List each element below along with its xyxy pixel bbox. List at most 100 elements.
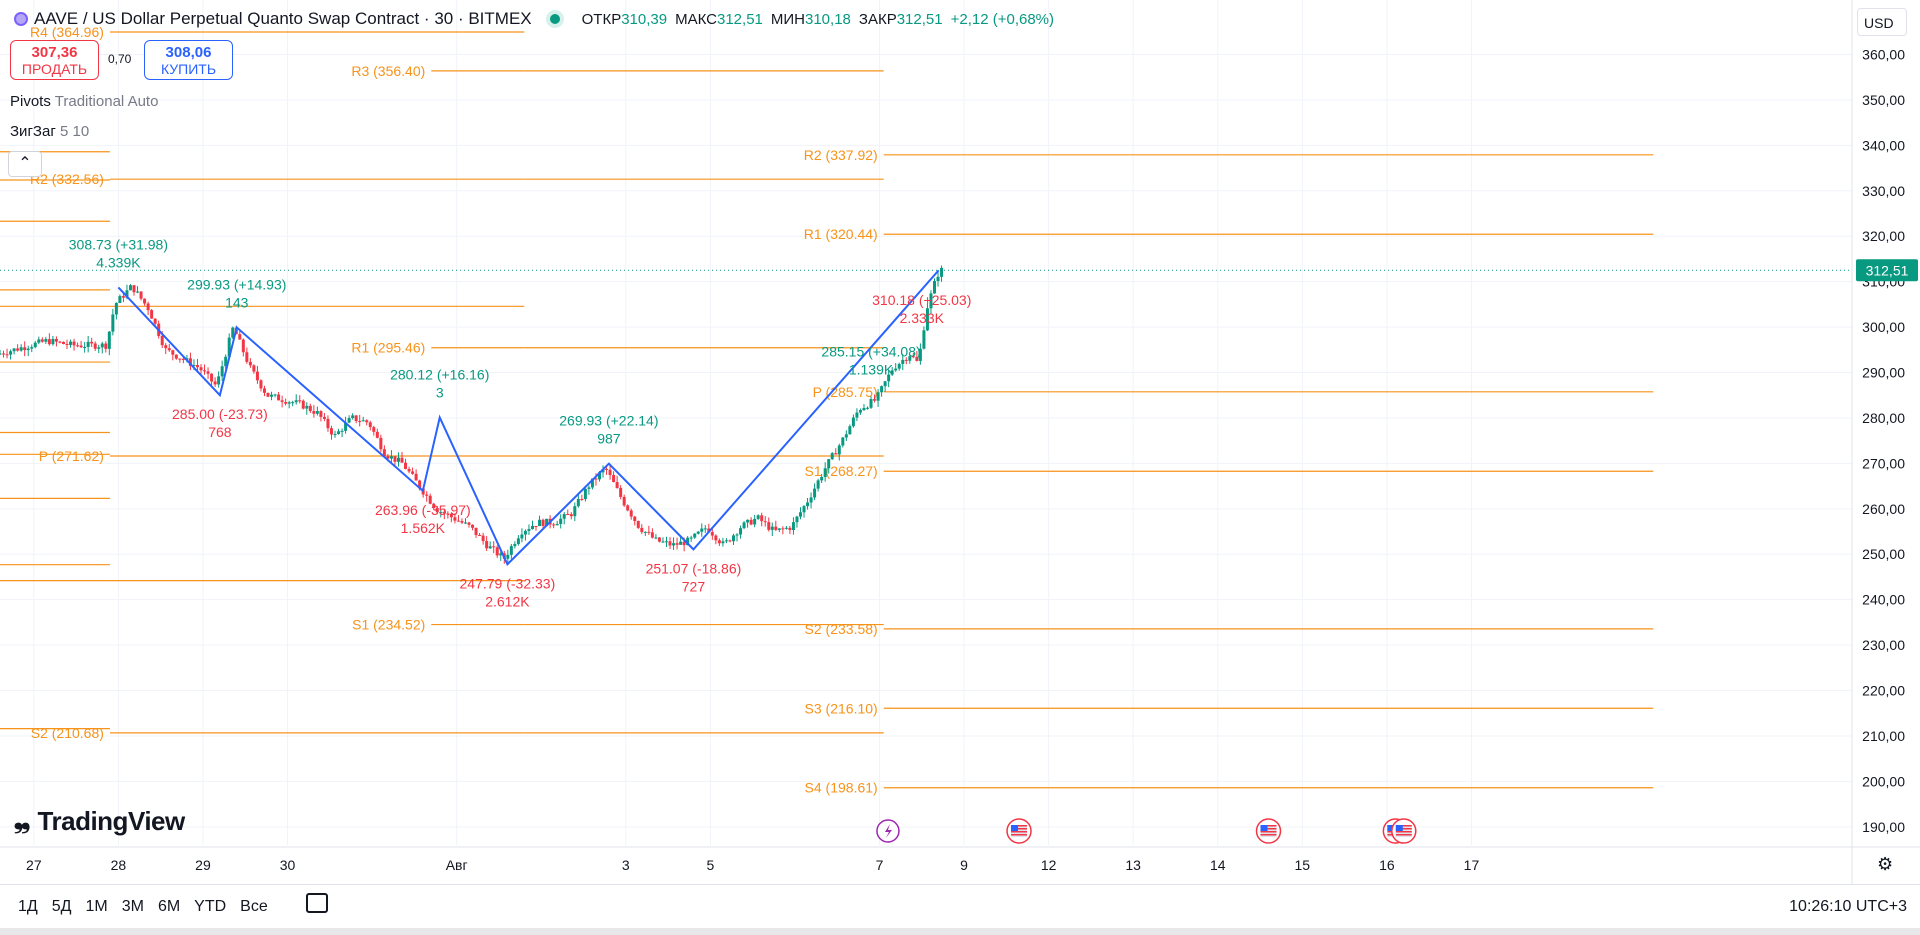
candle-body (396, 457, 400, 462)
buy-button[interactable]: 308,06 КУПИТЬ (144, 40, 233, 80)
candle-body (248, 361, 252, 366)
pivot-label: R1 (320.44) (804, 226, 878, 242)
zigzag-volume: 727 (682, 578, 706, 594)
candle-body (291, 402, 295, 404)
candle-body (573, 506, 577, 517)
close-value: 312,51 (896, 10, 943, 28)
candle-body (541, 519, 545, 526)
bottom-toolbar: 1Д 5Д 1М 3М 6М YTD Все 10:26:10 UTC+3 (0, 884, 1920, 929)
pivots-params: Traditional Auto (54, 93, 159, 110)
candle-body (435, 508, 439, 513)
candle-body (266, 392, 270, 397)
candle-body (657, 537, 661, 542)
candle-body (640, 527, 644, 533)
candle-body (908, 356, 912, 361)
candle-body (788, 527, 792, 531)
range-3m[interactable]: 3М (121, 898, 144, 915)
candle-body (753, 518, 757, 525)
candle-body (883, 381, 887, 387)
y-tick-label: 360,00 (1862, 47, 1905, 63)
candle-body (2, 353, 6, 355)
candle-body (633, 516, 637, 522)
y-tick-label: 270,00 (1862, 455, 1905, 471)
range-6m[interactable]: 6М (157, 898, 181, 915)
candle-body (689, 537, 693, 539)
candle-body (569, 514, 573, 517)
candle-body (456, 520, 460, 522)
candle-body (33, 342, 37, 348)
candle-body (668, 541, 672, 546)
candle-body (442, 511, 446, 514)
tradingview-logo[interactable]: ❠ TradingView (14, 806, 185, 837)
candle-body (83, 346, 87, 348)
candle-body (400, 457, 404, 463)
flag-canton (1260, 825, 1268, 831)
candle-body (0, 353, 2, 355)
range-1d[interactable]: 1Д (18, 898, 38, 915)
range-ytd[interactable]: YTD (194, 898, 227, 915)
candle-body (802, 506, 806, 513)
candle-body (97, 347, 101, 349)
candle-body (446, 513, 450, 515)
candle-body (597, 472, 601, 480)
zigzag-label: 310.18 (+25.03) (872, 292, 971, 308)
range-1m[interactable]: 1М (85, 898, 108, 915)
candle-body (664, 541, 668, 543)
last-price-badge (1856, 259, 1918, 282)
candle-body (280, 400, 284, 402)
candle-body (911, 356, 915, 358)
candle-body (795, 516, 799, 523)
pivot-label: R3 (356.40) (351, 63, 425, 79)
range-5d[interactable]: 5Д (51, 898, 72, 915)
candle-body (851, 417, 855, 427)
candle-body (273, 394, 277, 396)
candle-body (742, 522, 746, 529)
price-chart[interactable]: 190,00 200,00 210,00 220,00 230,00 240,00 250,… (0, 0, 1920, 884)
candle-body (523, 530, 527, 535)
zigzag-volume: 2.612K (485, 593, 530, 609)
legend-pivots[interactable]: Pivots Traditional Auto (10, 93, 158, 110)
candle-body (643, 531, 647, 533)
candle-body (509, 546, 513, 555)
candle-body (936, 276, 940, 282)
collapse-legend-button[interactable]: ⌃ (8, 151, 42, 177)
candle-body (171, 350, 175, 355)
candle-body (566, 514, 570, 516)
candle-body (337, 431, 341, 435)
clock[interactable]: 10:26:10 UTC+3 (1789, 898, 1907, 915)
candle-body (781, 528, 785, 530)
zigzag-volume: 768 (208, 424, 232, 440)
candle-body (538, 519, 542, 527)
flag-stripe (1011, 834, 1028, 836)
symbol-title[interactable]: AAVE / US Dollar Perpetual Quanto Swap C… (34, 9, 532, 28)
y-tick-label: 230,00 (1862, 637, 1905, 653)
currency-selector[interactable]: USD (1857, 8, 1907, 36)
candle-body (594, 478, 598, 480)
candle-body (714, 535, 718, 541)
candle-body (132, 285, 136, 293)
candle-body (365, 420, 369, 423)
range-all[interactable]: Все (240, 898, 268, 915)
settings-gear-icon[interactable]: ⚙ (1877, 854, 1894, 874)
legend-zigzag[interactable]: ЗигЗаг 5 10 (10, 123, 89, 140)
candle-body (414, 473, 418, 481)
candle-body (210, 373, 214, 382)
market-status-icon[interactable] (549, 14, 560, 24)
candle-body (520, 534, 524, 539)
candle-body (823, 468, 827, 478)
sell-button[interactable]: 307,36 ПРОДАТЬ (10, 40, 99, 80)
candle-body (368, 422, 372, 428)
candle-body (188, 358, 192, 366)
candle-body (351, 415, 355, 419)
calendar-goto-icon[interactable] (306, 893, 328, 913)
candle-body (100, 343, 104, 348)
candle-body (372, 427, 376, 432)
candle-body (312, 411, 316, 414)
candle-body (192, 365, 196, 367)
flag-stripe (1260, 831, 1277, 833)
candle-body (481, 535, 485, 542)
candle-body (463, 522, 467, 524)
candle-body (626, 505, 630, 511)
candle-body (354, 415, 358, 422)
